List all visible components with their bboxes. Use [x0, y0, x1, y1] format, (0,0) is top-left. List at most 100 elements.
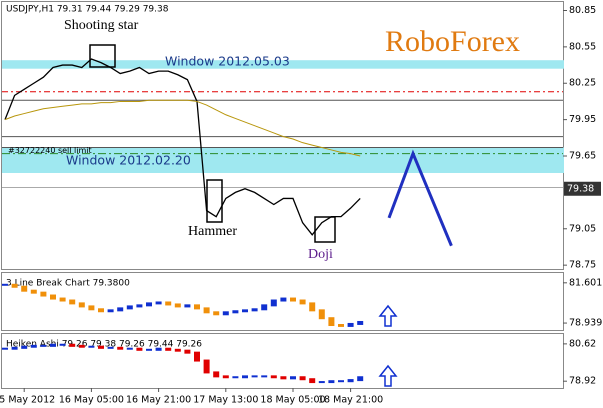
bar — [232, 376, 239, 379]
zone — [2, 60, 564, 69]
bar — [280, 376, 287, 380]
bar — [290, 376, 296, 380]
y-tick-label: 79.95 — [569, 114, 596, 125]
y-tick-label: 78.75 — [569, 260, 596, 271]
bar — [213, 311, 220, 316]
bar — [146, 348, 152, 351]
bar — [78, 302, 85, 308]
panel-title: Heiken Ashi 79.26 79.38 79.26 79.44 79.2… — [6, 340, 202, 350]
bar — [347, 322, 354, 327]
bar — [126, 305, 133, 310]
last-price-label: 79.38 — [567, 183, 594, 194]
bar — [194, 304, 200, 310]
bar — [222, 375, 229, 379]
bar — [194, 351, 200, 362]
bar — [21, 345, 28, 349]
bar — [184, 349, 191, 354]
bar — [338, 324, 344, 327]
bar — [261, 304, 268, 311]
bar — [2, 347, 8, 350]
bar — [299, 376, 306, 381]
bar — [251, 308, 258, 312]
y-tick-label: 79.65 — [569, 151, 596, 162]
bar — [318, 381, 325, 384]
bar — [357, 320, 364, 325]
x-tick-label: 18 May 21:00 — [318, 395, 383, 406]
pattern-box — [314, 216, 336, 243]
bar — [328, 317, 335, 327]
bar — [184, 304, 191, 308]
brand: RoboForex — [385, 25, 520, 58]
y-tick-label: 80.55 — [569, 41, 596, 52]
bar — [174, 348, 181, 352]
bar — [309, 378, 316, 384]
x-tick-label: 16 May 21:00 — [126, 395, 191, 406]
bar — [40, 291, 47, 297]
bar — [98, 308, 104, 313]
bar — [59, 297, 66, 302]
bar — [165, 301, 172, 306]
last-price-box — [564, 181, 601, 196]
bar — [107, 346, 114, 349]
bar — [232, 310, 239, 314]
y-tick-label: 80.62 — [569, 338, 596, 349]
bar — [174, 303, 181, 308]
bar — [290, 297, 296, 302]
bar — [11, 346, 18, 350]
x-tick-label: 16 May 05:00 — [59, 395, 124, 406]
y-tick-label: 78.939 — [569, 318, 602, 329]
zone-label: Window 2012.05.03 — [165, 54, 290, 69]
bar — [30, 344, 37, 348]
price-line — [4, 99, 361, 157]
bar — [117, 307, 124, 312]
bar — [69, 299, 76, 305]
bar — [146, 302, 152, 307]
bar — [126, 347, 133, 350]
bar — [280, 297, 287, 302]
bar — [203, 307, 210, 314]
bar — [88, 305, 95, 311]
x-tick-label: 18 May 05:00 — [260, 395, 325, 406]
bar — [107, 309, 114, 313]
bar — [213, 371, 220, 378]
annotation: Hammer — [188, 224, 237, 239]
bar — [270, 299, 277, 307]
bar — [261, 375, 268, 378]
y-tick-label: 78.92 — [569, 376, 596, 387]
bar — [270, 375, 277, 379]
zones: Window 2012.05.03 Window 2012.02.20#32722… — [2, 54, 564, 189]
bar — [78, 344, 85, 348]
bar — [318, 309, 325, 320]
bar — [69, 343, 76, 347]
y-tick-label: 80.85 — [569, 5, 596, 16]
bar — [155, 301, 162, 305]
annotation: Shooting star — [64, 18, 139, 33]
bar — [242, 375, 248, 379]
bar — [136, 347, 143, 351]
bar — [309, 302, 316, 312]
bar — [136, 304, 143, 308]
y-tick-label: 80.25 — [569, 78, 596, 89]
bar — [11, 283, 18, 288]
pattern-box — [206, 179, 223, 223]
bar — [357, 376, 364, 382]
forecast-line — [387, 149, 453, 247]
bar — [117, 346, 124, 350]
bar — [338, 380, 344, 383]
bar — [2, 283, 8, 286]
bar — [165, 347, 172, 351]
main-panel — [1, 1, 564, 270]
arrow-icon — [378, 364, 398, 387]
heiken-ashi-panel — [1, 333, 564, 389]
bar — [59, 343, 66, 346]
bar — [40, 344, 47, 347]
x-tick-label: 15 May 2012 — [0, 395, 55, 406]
bar — [30, 289, 37, 294]
bar — [88, 345, 95, 348]
bar — [299, 299, 306, 305]
bar — [50, 294, 56, 300]
x-tick-label: 17 May 13:00 — [193, 395, 258, 406]
bar — [242, 309, 248, 313]
level-label: #32722240 sell limit — [8, 146, 92, 155]
bar — [251, 375, 258, 378]
